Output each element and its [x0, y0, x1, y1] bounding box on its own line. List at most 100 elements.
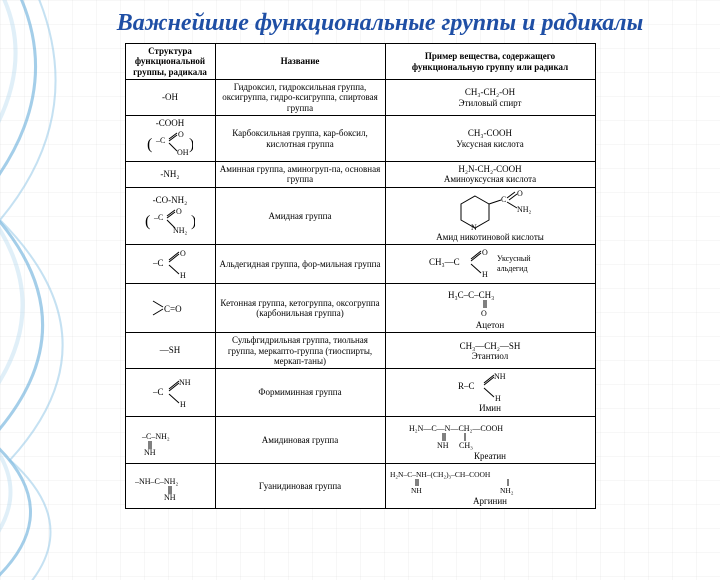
struct-amidine: –C–NH₂ NH [140, 425, 200, 455]
svg-text:H₃C–C–CH₃: H₃C–C–CH₃ [448, 290, 494, 300]
struct-guanidine: –NH–C–NH₂ NH [135, 472, 205, 500]
example-cell: CH₃-CH₂-OH Этиловый спирт [385, 80, 595, 116]
svg-text:H₂N—C—N—CH₂—COOH: H₂N—C—N—CH₂—COOH [409, 424, 503, 433]
structure-cell: —SH [125, 333, 215, 369]
svg-text:NH: NH [164, 493, 176, 500]
svg-text:H: H [495, 394, 501, 403]
example-cell: H₃C–C–CH₃ O Ацетон [385, 283, 595, 332]
structure-cell: -OH [125, 80, 215, 116]
name-cell: Аминная группа, аминогруп-па, основная г… [215, 161, 385, 187]
svg-text:): ) [189, 136, 193, 153]
svg-text:H: H [180, 271, 186, 280]
svg-text:–NH–C–NH₂: –NH–C–NH₂ [135, 477, 178, 486]
svg-text:O: O [178, 130, 184, 139]
svg-text:NH: NH [411, 486, 422, 495]
name-cell: Сульфгидрильная группа, тиольная группа,… [215, 333, 385, 369]
svg-text:(: ( [145, 213, 150, 230]
structure-cell: –C NH H [125, 369, 215, 416]
structure-cell: -NH₂ [125, 161, 215, 187]
svg-text:CH₃: CH₃ [459, 441, 473, 450]
col-example: Пример вещества, содержащего функциональ… [385, 44, 595, 80]
struct-ketone: C=O [147, 295, 193, 321]
example-cell: H₂N–C–NH–(CH₂)₃–CH–COOH NH NH₂ Аргинин [385, 464, 595, 509]
svg-text:H: H [180, 400, 186, 409]
svg-text:C=O: C=O [164, 304, 182, 314]
svg-text:NH: NH [437, 441, 449, 450]
example-cell: N C O NH₂ Амид никотиновой кислоты [385, 187, 595, 244]
svg-text:Уксусный: Уксусный [497, 254, 531, 263]
example-cell: CH₃—C O H Уксусный альдегид [385, 244, 595, 283]
svg-text:CH₃—C: CH₃—C [429, 257, 460, 267]
table-row: –NH–C–NH₂ NH Гуанидиновая группа H₂N–C–N… [125, 464, 595, 509]
example-cell: CH₃—CH₂—SH Этантиол [385, 333, 595, 369]
svg-text:–C: –C [152, 258, 164, 268]
col-structure: Структура функциональной группы, радикал… [125, 44, 215, 80]
name-cell: Амидиновая группа [215, 416, 385, 463]
svg-text:–C–NH₂: –C–NH₂ [141, 432, 170, 441]
structure-cell: –NH–C–NH₂ NH [125, 464, 215, 509]
structure-cell: C=O [125, 283, 215, 332]
name-cell: Гуанидиновая группа [215, 464, 385, 509]
example-cell: CH₃-COOH Уксусная кислота [385, 116, 595, 162]
table-row: –C NH H Формиминная группа R–C NH H [125, 369, 595, 416]
struct-imine: –C NH H [147, 377, 193, 409]
functional-groups-table: Структура функциональной группы, радикал… [125, 43, 596, 509]
structure-cell: –C O H [125, 244, 215, 283]
svg-text:O: O [482, 248, 488, 257]
svg-text:H: H [482, 270, 488, 279]
table-row: -NH₂ Аминная группа, аминогруп-па, основ… [125, 161, 595, 187]
name-cell: Гидроксил, гидроксильная группа, оксигру… [215, 80, 385, 116]
col-name: Название [215, 44, 385, 80]
svg-text:O: O [481, 309, 487, 318]
svg-text:O: O [176, 207, 182, 216]
table-row: —SH Сульфгидрильная группа, тиольная гру… [125, 333, 595, 369]
creatine-icon: H₂N—C—N—CH₂—COOH NH CH₃ [405, 419, 575, 451]
name-cell: Формиминная группа [215, 369, 385, 416]
table-row: -OH Гидроксил, гидроксильная группа, окс… [125, 80, 595, 116]
table-row: C=O Кетонная группа, кетогруппа, оксогру… [125, 283, 595, 332]
svg-text:NH: NH [179, 378, 191, 387]
name-cell: Амидная группа [215, 187, 385, 244]
table-header-row: Структура функциональной группы, радикал… [125, 44, 595, 80]
svg-text:NH: NH [494, 372, 506, 381]
table-row: –C O H Альдегидная группа, фор-мильная г… [125, 244, 595, 283]
acetone-icon: H₃C–C–CH₃ O [440, 286, 540, 320]
svg-text:OH: OH [177, 148, 189, 157]
name-cell: Карбоксильная группа, кар-боксил, кислот… [215, 116, 385, 162]
structure-cell: -CO-NH₂ ( –C O NH₂ ) [125, 187, 215, 244]
svg-text:H₂N–C–NH–(CH₂)₃–CH–COOH: H₂N–C–NH–(CH₂)₃–CH–COOH [390, 470, 491, 479]
svg-text:): ) [191, 213, 195, 230]
svg-text:O: O [517, 190, 523, 198]
svg-text:NH₂: NH₂ [173, 226, 188, 235]
svg-text:O: O [180, 249, 186, 258]
svg-text:(: ( [147, 136, 152, 153]
name-cell: Альдегидная группа, фор-мильная группа [215, 244, 385, 283]
structure-cell: –C–NH₂ NH [125, 416, 215, 463]
table-row: -CO-NH₂ ( –C O NH₂ ) Амидная группа N [125, 187, 595, 244]
nicotinamide-icon: N C O NH₂ [445, 190, 535, 232]
example-cell: H₂N-CH₂-COOH Аминоуксусная кислота [385, 161, 595, 187]
svg-text:R–C: R–C [458, 381, 475, 391]
arginine-icon: H₂N–C–NH–(CH₂)₃–CH–COOH NH NH₂ [390, 466, 590, 496]
acetaldehyde-icon: CH₃—C O H Уксусный альдегид [425, 247, 555, 281]
svg-text:альдегид: альдегид [497, 264, 528, 273]
svg-text:–C: –C [155, 136, 165, 145]
struct-conh2-paren: ( –C O NH₂ ) [145, 206, 195, 236]
struct-aldehyde: –C O H [147, 248, 193, 280]
svg-text:NH₂: NH₂ [500, 486, 514, 495]
svg-text:NH: NH [144, 448, 156, 455]
example-cell: H₂N—C—N—CH₂—COOH NH CH₃ Креатин [385, 416, 595, 463]
svg-text:C: C [501, 195, 506, 204]
table-row: -COOH ( –C O OH ) Карбоксильная группа, … [125, 116, 595, 162]
svg-text:–C: –C [153, 213, 163, 222]
imine-ex-icon: R–C NH H [450, 371, 530, 403]
table-row: –C–NH₂ NH Амидиновая группа H₂N—C—N—CH₂—… [125, 416, 595, 463]
svg-text:N: N [471, 223, 477, 232]
structure-cell: -COOH ( –C O OH ) [125, 116, 215, 162]
svg-text:–C: –C [152, 387, 164, 397]
svg-text:NH₂: NH₂ [517, 205, 532, 214]
example-cell: R–C NH H Имин [385, 369, 595, 416]
page-title: Важнейшие функциональные группы и радика… [40, 10, 720, 37]
name-cell: Кетонная группа, кетогруппа, оксогруппа … [215, 283, 385, 332]
struct-cooh-paren: ( –C O OH ) [147, 129, 193, 159]
